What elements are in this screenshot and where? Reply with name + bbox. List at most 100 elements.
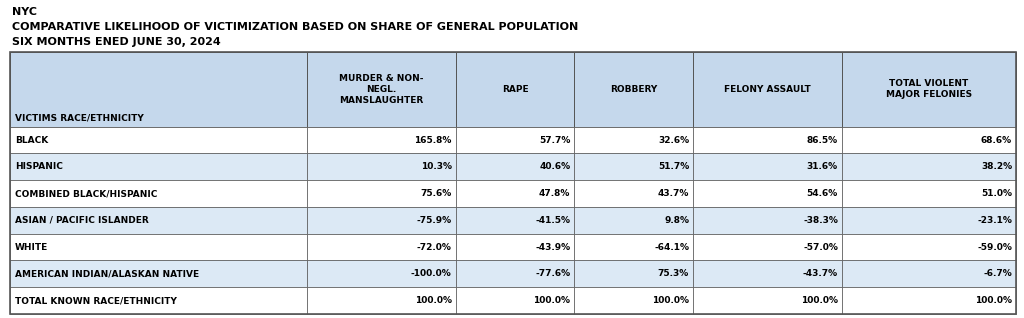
Bar [307, 234, 456, 260]
Bar [574, 153, 693, 180]
Bar [456, 52, 574, 127]
Bar [842, 52, 1016, 127]
Text: 100.0%: 100.0% [975, 296, 1012, 305]
Text: 38.2%: 38.2% [981, 162, 1012, 171]
Bar [693, 180, 842, 207]
Text: 32.6%: 32.6% [658, 135, 689, 145]
Text: 9.8%: 9.8% [665, 216, 689, 225]
Bar [10, 234, 307, 260]
Bar [456, 287, 574, 314]
Bar [574, 260, 693, 287]
Text: 100.0%: 100.0% [415, 296, 452, 305]
Text: -43.9%: -43.9% [536, 243, 570, 252]
Text: -72.0%: -72.0% [417, 243, 452, 252]
Text: 43.7%: 43.7% [657, 189, 689, 198]
Text: 86.5%: 86.5% [807, 135, 838, 145]
Text: -23.1%: -23.1% [977, 216, 1012, 225]
Bar [842, 153, 1016, 180]
Bar [10, 180, 307, 207]
Text: 54.6%: 54.6% [807, 189, 838, 198]
Text: 31.6%: 31.6% [807, 162, 838, 171]
Text: ASIAN / PACIFIC ISLANDER: ASIAN / PACIFIC ISLANDER [15, 216, 148, 225]
Bar [307, 127, 456, 153]
Text: TOTAL VIOLENT
MAJOR FELONIES: TOTAL VIOLENT MAJOR FELONIES [886, 79, 972, 100]
Text: COMBINED BLACK/HISPANIC: COMBINED BLACK/HISPANIC [15, 189, 158, 198]
Bar [693, 153, 842, 180]
Text: TOTAL KNOWN RACE/ETHNICITY: TOTAL KNOWN RACE/ETHNICITY [15, 296, 177, 305]
Bar [307, 153, 456, 180]
Text: 75.6%: 75.6% [421, 189, 452, 198]
Bar [307, 207, 456, 234]
Text: -100.0%: -100.0% [411, 269, 452, 278]
Text: 10.3%: 10.3% [421, 162, 452, 171]
Text: HISPANIC: HISPANIC [15, 162, 62, 171]
Bar [574, 234, 693, 260]
Text: -64.1%: -64.1% [654, 243, 689, 252]
Text: 68.6%: 68.6% [981, 135, 1012, 145]
Bar [456, 207, 574, 234]
Text: 75.3%: 75.3% [657, 269, 689, 278]
Text: COMPARATIVE LIKELIHOOD OF VICTIMIZATION BASED ON SHARE OF GENERAL POPULATION: COMPARATIVE LIKELIHOOD OF VICTIMIZATION … [12, 22, 579, 32]
Bar [842, 287, 1016, 314]
Bar [842, 127, 1016, 153]
Text: 165.8%: 165.8% [415, 135, 452, 145]
Bar [842, 180, 1016, 207]
Bar [574, 127, 693, 153]
Text: 100.0%: 100.0% [801, 296, 838, 305]
Text: -6.7%: -6.7% [983, 269, 1012, 278]
Bar [693, 52, 842, 127]
Bar [693, 234, 842, 260]
Bar [10, 260, 307, 287]
Text: FELONY ASSAULT: FELONY ASSAULT [724, 85, 811, 94]
Text: -59.0%: -59.0% [977, 243, 1012, 252]
Bar [10, 52, 1016, 314]
Bar [693, 127, 842, 153]
Text: -38.3%: -38.3% [803, 216, 838, 225]
Bar [307, 52, 456, 127]
Bar [10, 127, 307, 153]
Bar [574, 180, 693, 207]
Text: 51.7%: 51.7% [657, 162, 689, 171]
Text: -75.9%: -75.9% [417, 216, 452, 225]
Bar [10, 207, 307, 234]
Bar [10, 153, 307, 180]
Text: NYC: NYC [12, 7, 37, 17]
Text: RAPE: RAPE [502, 85, 528, 94]
Bar [10, 52, 307, 127]
Bar [842, 207, 1016, 234]
Bar [456, 127, 574, 153]
Bar [307, 180, 456, 207]
Bar [456, 260, 574, 287]
Bar [693, 260, 842, 287]
Text: -77.6%: -77.6% [536, 269, 570, 278]
Text: BLACK: BLACK [15, 135, 48, 145]
Text: 51.0%: 51.0% [981, 189, 1012, 198]
Bar [574, 287, 693, 314]
Text: ROBBERY: ROBBERY [610, 85, 657, 94]
Text: 47.8%: 47.8% [539, 189, 570, 198]
Text: -57.0%: -57.0% [803, 243, 838, 252]
Text: 57.7%: 57.7% [539, 135, 570, 145]
Bar [842, 234, 1016, 260]
Text: 100.0%: 100.0% [534, 296, 570, 305]
Text: AMERICAN INDIAN/ALASKAN NATIVE: AMERICAN INDIAN/ALASKAN NATIVE [15, 269, 199, 278]
Text: 100.0%: 100.0% [652, 296, 689, 305]
Text: 40.6%: 40.6% [540, 162, 570, 171]
Bar [307, 287, 456, 314]
Text: SIX MONTHS ENED JUNE 30, 2024: SIX MONTHS ENED JUNE 30, 2024 [12, 37, 221, 47]
Text: -43.7%: -43.7% [803, 269, 838, 278]
Bar [842, 260, 1016, 287]
Bar [693, 287, 842, 314]
Bar [456, 180, 574, 207]
Bar [693, 207, 842, 234]
Text: WHITE: WHITE [15, 243, 48, 252]
Bar [574, 207, 693, 234]
Bar [307, 260, 456, 287]
Text: MURDER & NON-
NEGL.
MANSLAUGHTER: MURDER & NON- NEGL. MANSLAUGHTER [339, 74, 424, 105]
Bar [456, 234, 574, 260]
Text: -41.5%: -41.5% [536, 216, 570, 225]
Bar [10, 287, 307, 314]
Text: VICTIMS RACE/ETHNICITY: VICTIMS RACE/ETHNICITY [15, 113, 143, 122]
Bar [456, 153, 574, 180]
Bar [574, 52, 693, 127]
